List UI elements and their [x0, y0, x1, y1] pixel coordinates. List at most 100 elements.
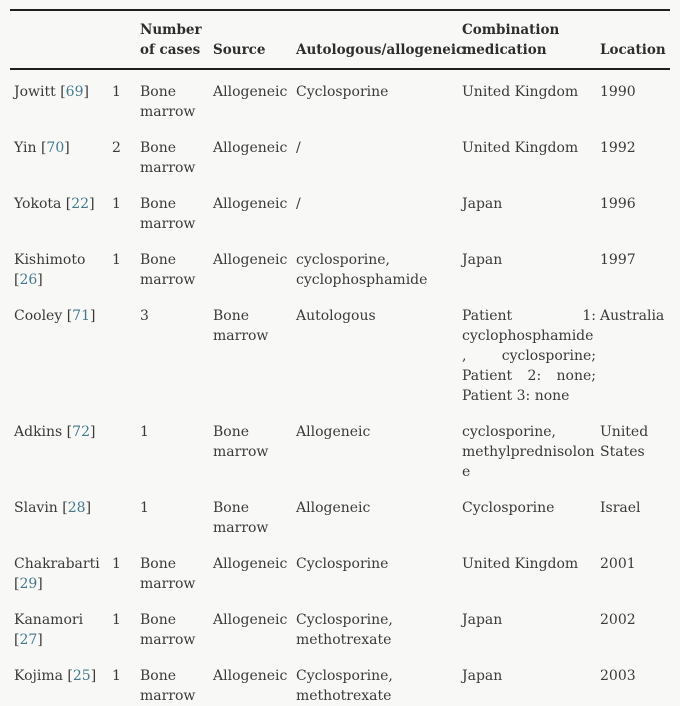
- cell: Allogeneic: [213, 252, 288, 268]
- cell: Allogeneic: [213, 140, 288, 156]
- cell: United Kingdom: [462, 556, 579, 572]
- author-cell: Kojima [25]: [14, 668, 97, 684]
- cell: 1: [112, 196, 121, 212]
- header-source: Source: [213, 42, 266, 58]
- table-row: Chakrabarti [29] 1 Bone marrow Allogeneic Cy…: [10, 538, 670, 594]
- author-cell: Kanamori [27]: [14, 612, 84, 648]
- cell: Bone marrow: [140, 668, 196, 704]
- cell: 1997: [600, 252, 636, 268]
- cell: Japan: [462, 668, 503, 684]
- cell: 1: [140, 424, 149, 440]
- cell: Bone marrow: [213, 308, 269, 344]
- cell: Cyclosporine: [462, 500, 555, 516]
- cell: Bone marrow: [140, 612, 196, 648]
- header-autologous-allogeneic: Autologous/allogeneic: [296, 42, 465, 58]
- author-cell: Yokota [22]: [14, 196, 95, 212]
- cell: Cyclosporine: [296, 556, 389, 572]
- cell: 1: [112, 252, 121, 268]
- citation-link[interactable]: 27: [19, 632, 38, 648]
- cell: 1: [112, 612, 121, 628]
- table-row: Kanamori [27] 1 Bone marrow Allogeneic Cyclo…: [10, 594, 670, 650]
- citation-link[interactable]: 28: [67, 500, 86, 516]
- cell: Australia: [600, 308, 665, 324]
- table-row: Kojima [25] 1 Bone marrow Allogeneic Cyclosp…: [10, 650, 670, 706]
- table-row: Jowitt [69] 1 Bone marrow Allogeneic Cyclosp…: [10, 69, 670, 122]
- author-cell: Slavin [28]: [14, 500, 92, 516]
- header-location: Location: [600, 42, 666, 58]
- table-header-row: Number of cases Source Autologous/alloge…: [10, 10, 670, 69]
- cell: Autologous: [296, 308, 376, 324]
- cell: 2001: [600, 556, 636, 572]
- table-row: Yokota [22] 1 Bone marrow Allogeneic / Japan 1…: [10, 178, 670, 234]
- cell: Allogeneic: [296, 500, 371, 516]
- cell: Bone marrow: [140, 84, 196, 120]
- cell: [112, 482, 140, 538]
- cell: Allogeneic: [213, 612, 288, 628]
- cell: Allogeneic: [213, 668, 288, 684]
- cell: 2002: [600, 612, 636, 628]
- cell: Bone marrow: [140, 140, 196, 176]
- cell: 1996: [600, 196, 636, 212]
- cell: 2: [112, 140, 121, 156]
- header-number-of-cases: Number of cases: [140, 22, 202, 58]
- citation-link[interactable]: 71: [72, 308, 90, 324]
- cell: Patient 1: cyclophosphamide, cyclosporin…: [462, 308, 596, 404]
- cell: Japan: [462, 196, 503, 212]
- author-cell: Jowitt [69]: [14, 84, 89, 100]
- table-row: Kishimoto [26] 1 Bone marrow Allogeneic cycl…: [10, 234, 670, 290]
- citation-link[interactable]: 26: [19, 272, 38, 288]
- cell: Allogeneic: [213, 196, 288, 212]
- table-body: Jowitt [69] 1 Bone marrow Allogeneic Cyclosp…: [10, 69, 670, 706]
- cell: 1: [112, 668, 121, 684]
- cell: Cyclosporine, methotrexate: [296, 612, 393, 648]
- citation-link[interactable]: 69: [65, 84, 84, 100]
- cell: cyclosporine, methylprednisolone: [462, 424, 595, 480]
- header-spacer-author: [10, 10, 112, 69]
- cell: Bone marrow: [140, 196, 196, 232]
- author-cell: Chakrabarti [29]: [14, 556, 100, 592]
- cell: [112, 406, 140, 482]
- case-table: Number of cases Source Autologous/alloge…: [10, 9, 670, 706]
- cell: Allogeneic: [213, 556, 288, 572]
- cell: Bone marrow: [140, 252, 196, 288]
- cell: Cyclosporine, methotrexate: [296, 668, 393, 704]
- table-row: Adkins [72] 1 Bone marrow Allogeneic cyclosp…: [10, 406, 670, 482]
- citation-link[interactable]: 22: [71, 196, 90, 212]
- author-cell: Kishimoto [26]: [14, 252, 86, 288]
- header-spacer-number: [112, 10, 140, 69]
- cell: 1: [140, 500, 149, 516]
- cell: 1: [112, 84, 121, 100]
- cell: Allogeneic: [213, 84, 288, 100]
- cell: [112, 290, 140, 406]
- cell: Bone marrow: [213, 424, 269, 460]
- author-cell: Adkins [72]: [14, 424, 96, 440]
- cell: United Kingdom: [462, 84, 579, 100]
- table-header: Number of cases Source Autologous/alloge…: [10, 10, 670, 69]
- author-cell: Cooley [71]: [14, 308, 96, 324]
- header-combination-medication: Combination medication: [462, 22, 560, 58]
- cell: 1990: [600, 84, 636, 100]
- citation-link[interactable]: 72: [72, 424, 90, 440]
- cell: /: [296, 196, 301, 212]
- cell: United States: [600, 424, 649, 460]
- cell: 3: [140, 308, 149, 324]
- cell: Allogeneic: [296, 424, 371, 440]
- cell: Bone marrow: [140, 556, 196, 592]
- author-cell: Yin [70]: [14, 140, 70, 156]
- cell: Japan: [462, 612, 503, 628]
- table-row: Yin [70] 2 Bone marrow Allogeneic / United Ki…: [10, 122, 670, 178]
- cell: Bone marrow: [213, 500, 269, 536]
- citation-link[interactable]: 70: [46, 140, 65, 156]
- cell: cyclosporine, cyclophosphamide: [296, 252, 428, 288]
- table-row: Cooley [71] 3 Bone marrow Autologous Patient…: [10, 290, 670, 406]
- cell: /: [296, 140, 301, 156]
- cell: Israel: [600, 500, 641, 516]
- citation-link[interactable]: 25: [72, 668, 91, 684]
- citation-link[interactable]: 29: [19, 576, 38, 592]
- cell: United Kingdom: [462, 140, 579, 156]
- cell: 1992: [600, 140, 636, 156]
- cell: 1: [112, 556, 121, 572]
- table-row: Slavin [28] 1 Bone marrow Allogeneic Cyclosp…: [10, 482, 670, 538]
- cell: Cyclosporine: [296, 84, 389, 100]
